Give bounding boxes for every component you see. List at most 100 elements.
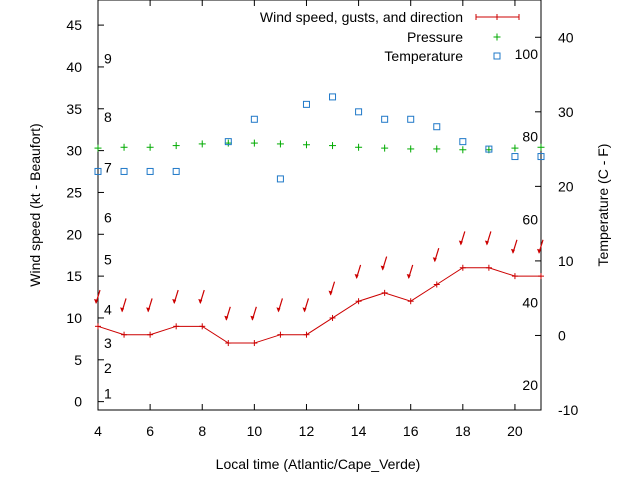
temperature-point: [433, 123, 441, 131]
wind-direction-arrow-head: [432, 257, 437, 263]
x-tick-label: 18: [455, 423, 471, 439]
y-left-tick-label: 45: [66, 17, 82, 33]
wind-direction-arrow: [198, 289, 205, 305]
wind-direction-arrow-head: [276, 307, 281, 313]
y-left-tick-label: 15: [66, 268, 82, 284]
beaufort-label: 2: [104, 360, 112, 376]
fahrenheit-label: 20: [522, 377, 538, 393]
wind-direction-arrow-head: [94, 299, 98, 305]
wind-speed-line: [97, 267, 541, 344]
pressure-point: [120, 143, 128, 151]
pressure-point: [381, 144, 389, 152]
x-tick-label: 16: [403, 423, 419, 439]
wind-direction-arrow: [354, 264, 362, 279]
wind-direction-arrow: [94, 289, 101, 305]
temperature-point: [407, 115, 415, 123]
wind-direction-arrow: [276, 298, 283, 313]
y-right-tick-label: 20: [558, 178, 574, 194]
wind-direction-arrow: [302, 298, 310, 313]
y-right-tick-label: -10: [558, 402, 578, 418]
temperature-point: [120, 167, 128, 175]
beaufort-label: 5: [104, 251, 112, 267]
temperature-point: [329, 93, 337, 101]
pressure-point: [198, 140, 206, 148]
beaufort-label: 4: [104, 302, 112, 318]
y-left-tick-label: 0: [74, 394, 82, 410]
y-right-tick-label: 40: [558, 29, 574, 45]
wind-direction-arrow: [484, 231, 492, 246]
wind-direction-arrow-head: [537, 248, 541, 254]
beaufort-label: 1: [104, 385, 112, 401]
wind-direction-arrow-head: [250, 315, 255, 321]
y-right-tick-label: 0: [558, 327, 566, 343]
pressure-point: [433, 145, 441, 153]
wind-direction-arrow: [224, 306, 231, 321]
temperature-point: [224, 138, 232, 146]
wind-direction-arrow-head: [406, 273, 411, 279]
y-left-tick-label: 5: [74, 352, 82, 368]
wind-direction-arrow: [458, 231, 466, 246]
y-left-tick-label: 25: [66, 184, 82, 200]
wind-direction-arrow-head: [354, 273, 359, 279]
temperature-point: [146, 167, 154, 175]
y-right-tick-label: 30: [558, 104, 574, 120]
wind-direction-arrow: [172, 289, 179, 305]
pressure-point: [355, 143, 363, 151]
temperature-point: [355, 108, 363, 116]
x-tick-label: 10: [247, 423, 263, 439]
pressure-point: [329, 142, 337, 150]
wind-direction-arrow-head: [328, 290, 333, 296]
fahrenheit-label: 80: [522, 129, 538, 145]
pressure-point: [459, 146, 467, 154]
fahrenheit-label: 60: [522, 211, 538, 227]
pressure-point: [172, 142, 180, 150]
pressure-point: [537, 143, 545, 151]
wind-direction-arrow: [432, 248, 440, 263]
legend-swatch-temperature: [493, 52, 501, 60]
wind-direction-arrow-head: [380, 265, 385, 271]
y-left-tick-label: 30: [66, 143, 82, 159]
legend-label: Pressure: [407, 29, 463, 45]
x-tick-label: 20: [507, 423, 523, 439]
pressure-point: [302, 141, 310, 149]
wind-direction-arrow-head: [510, 248, 515, 254]
pressure-point: [224, 139, 232, 147]
temperature-point: [172, 167, 180, 175]
x-tick-label: 4: [94, 423, 102, 439]
pressure-point: [250, 139, 258, 147]
wind-direction-arrow: [120, 298, 127, 313]
legend-label: Temperature: [384, 48, 463, 64]
pressure-point: [94, 144, 102, 152]
temperature-point: [250, 115, 258, 123]
wind-direction-arrow: [146, 298, 153, 313]
pressure-point: [511, 144, 519, 152]
pressure-point: [276, 140, 284, 148]
x-axis-label: Local time (Atlantic/Cape_Verde): [216, 456, 421, 472]
temperature-point: [94, 167, 102, 175]
wind-direction-arrow: [250, 306, 257, 321]
wind-direction-arrow-head: [458, 240, 463, 246]
wind-direction-arrow-head: [224, 315, 229, 321]
y-left-tick-label: 10: [66, 310, 82, 326]
beaufort-label: 8: [104, 109, 112, 125]
axis-tick-labels: 4 6 8 10 12 14 16 18 20051015202530354045-100102…: [66, 17, 578, 439]
y-axis-right-label: Temperature (C - F): [595, 144, 611, 267]
beaufort-label: 9: [104, 51, 112, 67]
y-axis-left-label: Wind speed (kt - Beaufort): [27, 123, 43, 286]
fahrenheit-label: 40: [522, 294, 538, 310]
x-tick-label: 6: [146, 423, 154, 439]
y-left-tick-label: 35: [66, 101, 82, 117]
fahrenheit-label: 100: [515, 46, 539, 62]
temperature-point: [381, 115, 389, 123]
y-left-tick-label: 40: [66, 59, 82, 75]
temperature-point: [276, 175, 284, 183]
beaufort-label: 3: [104, 335, 112, 351]
pressure-point: [407, 145, 415, 153]
temperature-point: [537, 153, 545, 161]
x-tick-label: 12: [299, 423, 315, 439]
pressure-point: [146, 143, 154, 151]
temperature-point: [302, 100, 310, 108]
wind-direction-arrow-head: [172, 299, 177, 305]
wind-direction-arrow-head: [120, 307, 125, 313]
